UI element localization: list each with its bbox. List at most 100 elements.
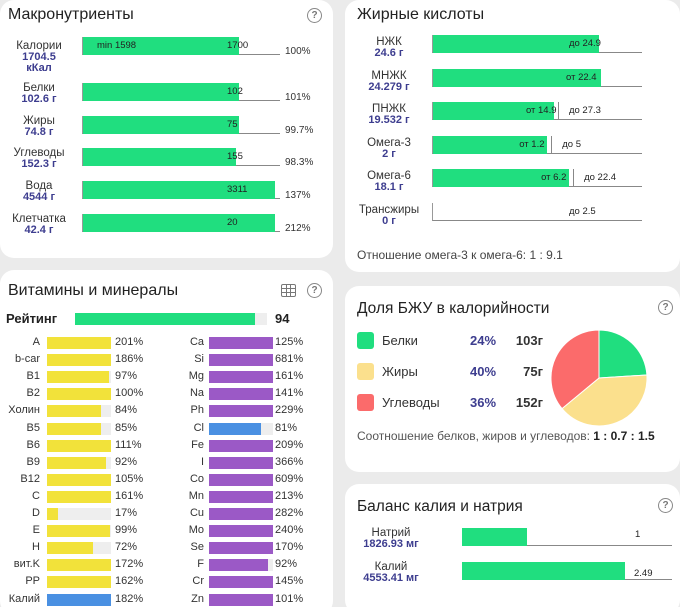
nutrient-bar-track-left: [47, 423, 111, 435]
nutrient-bar-fill-right: [209, 559, 268, 571]
macro-bar-fill: [83, 181, 275, 199]
kna-name: Калий: [374, 561, 408, 573]
nutrient-bar-track-right: [209, 474, 273, 486]
macro-bar-fill: [83, 148, 237, 166]
fatty-label: НЖК 24.6 г: [351, 36, 427, 59]
macro-value: 102.6 г: [21, 93, 57, 105]
nutrient-bar-fill-right: [209, 594, 273, 606]
nutrient-bar-fill-right: [209, 542, 273, 554]
nutrient-percent-right: 161%: [275, 370, 304, 382]
bju-pie-slice: [598, 329, 648, 379]
macro-unit: кКал: [26, 62, 52, 74]
nutrient-percent-left: 85%: [115, 422, 138, 434]
nutrient-name-right: Fe: [191, 439, 204, 451]
nutrient-bar-track-left: [47, 457, 111, 469]
nutrient-bar-fill-right: [209, 508, 273, 520]
nutrient-bar-fill-right: [209, 440, 273, 452]
bju-name: Жиры: [382, 364, 418, 379]
nutrient-percent-left: 100%: [115, 387, 144, 399]
nutrient-bar-track-right: [209, 371, 273, 383]
macro-name: Белки: [23, 82, 55, 94]
nutrient-bar-fill-left: [47, 525, 111, 537]
nutrient-percent-right: 229%: [275, 404, 304, 416]
fatty-bar-track: от 22.4: [432, 69, 642, 87]
macro-target-label: 3311: [227, 184, 248, 195]
nutrient-bar-fill-left: [47, 576, 111, 588]
macro-bar-track: 20: [82, 214, 280, 232]
nutrient-bar-fill-right: [209, 576, 273, 588]
nutrient-name-left: PP: [25, 575, 40, 587]
rating-bar-track: [75, 313, 267, 325]
macronutrients-title: Макронутриенты: [8, 6, 134, 23]
fatty-value: 18.1 г: [374, 181, 404, 193]
nutrient-percent-left: 105%: [115, 473, 144, 485]
fatty-label: Омега-3 2 г: [351, 137, 427, 160]
nutrient-name-left: B5: [26, 422, 40, 434]
nutrient-bar-fill-left: [47, 423, 102, 435]
macro-value: 4544 г: [22, 191, 56, 203]
bju-grams: 152г: [515, 395, 543, 410]
nutrient-percent-left: 186%: [115, 353, 144, 365]
nutrient-bar-fill-left: [47, 440, 111, 452]
fatty-label: Омега-6 18.1 г: [351, 170, 427, 193]
bju-grams: 75г: [523, 364, 543, 379]
nutrient-percent-right: 282%: [275, 507, 304, 519]
nutrient-percent-left: 72%: [115, 541, 138, 553]
nutrient-bar-track-left: [47, 405, 111, 417]
nutrient-bar-track-left: [47, 576, 111, 588]
fatty-acids-card: Жирные кислоты НЖК 24.6 г до 24.9 МНЖК 24.27…: [345, 0, 680, 272]
nutrient-name-right: Mg: [188, 370, 204, 382]
nutrient-bar-track-left: [47, 371, 111, 383]
nutrient-percent-left: 17%: [115, 507, 138, 519]
table-view-icon[interactable]: [281, 284, 296, 297]
macro-name: Калории: [16, 40, 62, 52]
nutrient-name-right: Ca: [189, 336, 204, 348]
kna-value: 4553.41 мг: [363, 572, 419, 584]
fatty-bar-fill: [433, 136, 548, 154]
vitamins-minerals-title: Витамины и минералы: [8, 282, 179, 299]
kna-bar-fill: [462, 528, 528, 546]
nutrient-bar-fill-right: [209, 371, 273, 383]
nutrient-percent-right: 609%: [275, 473, 304, 485]
fatty-range-from: от 14.9: [525, 105, 557, 116]
nutrient-name-left: E: [32, 524, 40, 536]
nutrient-percent-right: 101%: [275, 593, 304, 605]
nutrient-percent-left: 97%: [115, 370, 138, 382]
macro-label: Углеводы 152.3 г: [0, 147, 78, 170]
fatty-range-to: до 27.3: [568, 105, 601, 116]
macro-label: Клетчатка 42.4 г: [0, 213, 78, 236]
nutrient-name-left: B2: [26, 387, 40, 399]
nutrient-bar-track-right: [209, 405, 273, 417]
nutrient-bar-track-left: [47, 337, 111, 349]
fatty-range-to: до 5: [562, 139, 581, 150]
bju-pie-slice: [561, 374, 648, 427]
macro-percent: 101%: [285, 92, 311, 103]
macro-label: Белки 102.6 г: [0, 82, 78, 105]
fatty-value: 2 г: [382, 148, 396, 160]
fatty-name: Омега-6: [367, 170, 411, 182]
nutrient-percent-right: 366%: [275, 456, 304, 468]
nutrient-name-right: Mo: [188, 524, 204, 536]
macro-bar-fill: [83, 83, 239, 101]
nutrient-name-right: Mn: [188, 490, 204, 502]
kna-label: Калий 4553.41 мг: [351, 561, 431, 584]
help-icon[interactable]: ?: [658, 300, 673, 315]
nutrient-bar-fill-right: [209, 354, 273, 366]
nutrient-bar-track-right: [209, 337, 273, 349]
help-icon[interactable]: ?: [658, 498, 673, 513]
nutrient-percent-left: 84%: [115, 404, 138, 416]
nutrient-bar-fill-left: [47, 594, 111, 606]
macro-bar-track: 102: [82, 83, 280, 101]
macro-percent: 137%: [285, 190, 311, 201]
nutrient-bar-fill-right: [209, 388, 273, 400]
fatty-bar-track: до 24.9: [432, 35, 642, 53]
macro-percent: 98.3%: [285, 157, 314, 168]
rating-value: 94: [275, 311, 290, 326]
help-icon[interactable]: ?: [307, 283, 322, 298]
help-icon[interactable]: ?: [307, 8, 322, 23]
nutrient-name-right: Cu: [189, 507, 204, 519]
fatty-range-marker: [551, 136, 553, 154]
nutrient-bar-track-left: [47, 559, 111, 571]
rating-bar-fill: [75, 313, 256, 325]
macro-target-label: 102: [227, 86, 243, 97]
